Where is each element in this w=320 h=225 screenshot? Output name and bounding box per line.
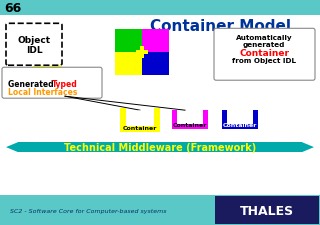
Polygon shape (32, 134, 38, 140)
Text: Local Interfaces: Local Interfaces (8, 87, 77, 96)
FancyBboxPatch shape (2, 68, 102, 99)
Polygon shape (127, 134, 133, 140)
FancyBboxPatch shape (6, 24, 62, 66)
Polygon shape (32, 135, 38, 142)
Polygon shape (172, 134, 178, 140)
Polygon shape (269, 135, 275, 142)
Text: Generated: Generated (8, 79, 56, 88)
Text: Container Model: Container Model (149, 19, 291, 34)
Polygon shape (302, 142, 314, 152)
Text: Container: Container (123, 126, 157, 130)
Text: 66: 66 (4, 2, 21, 15)
Text: from Object IDL: from Object IDL (232, 58, 296, 64)
Text: Automatically: Automatically (236, 35, 292, 41)
Text: SC2 - Software Core for Computer-based systems: SC2 - Software Core for Computer-based s… (10, 208, 166, 213)
Polygon shape (136, 47, 148, 59)
Text: Technical Middleware (Framework): Technical Middleware (Framework) (64, 142, 256, 153)
Polygon shape (172, 135, 178, 142)
Polygon shape (222, 111, 258, 130)
Polygon shape (133, 111, 147, 125)
Bar (18, 142, 302, 152)
Text: Object
IDL: Object IDL (17, 35, 51, 55)
Polygon shape (184, 111, 196, 124)
Polygon shape (31, 65, 76, 90)
Polygon shape (172, 111, 208, 130)
Polygon shape (127, 135, 133, 142)
FancyBboxPatch shape (214, 29, 315, 81)
Polygon shape (234, 111, 246, 124)
Bar (0, 16, 320, 195)
Polygon shape (225, 134, 231, 140)
Polygon shape (269, 134, 275, 140)
Polygon shape (77, 135, 83, 142)
Bar (142, 30, 169, 53)
Polygon shape (77, 134, 83, 140)
Text: Typed: Typed (52, 79, 78, 88)
Text: generated: generated (243, 42, 285, 48)
Bar (142, 53, 169, 76)
Text: THALES: THALES (240, 204, 294, 216)
Bar (215, 196, 319, 224)
Bar (0, 195, 320, 225)
Text: Container: Container (173, 123, 207, 128)
Polygon shape (120, 109, 160, 133)
Bar (115, 30, 142, 53)
Text: Container: Container (239, 49, 289, 58)
Bar (0, 0, 320, 16)
Text: Container: Container (223, 123, 257, 128)
Polygon shape (225, 135, 231, 142)
Bar (115, 53, 142, 76)
Polygon shape (6, 142, 18, 152)
